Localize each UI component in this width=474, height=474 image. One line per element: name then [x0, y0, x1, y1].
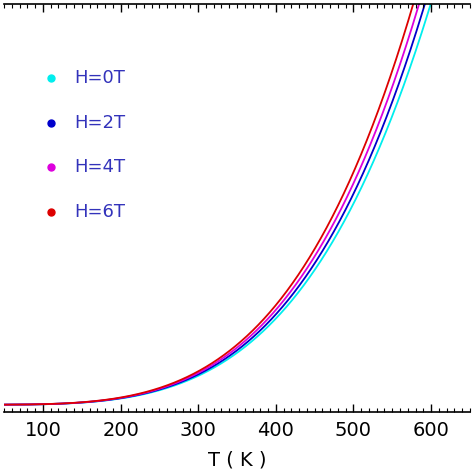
Text: H=2T: H=2T [74, 114, 125, 132]
Text: H=0T: H=0T [74, 69, 125, 87]
Text: H=6T: H=6T [74, 203, 125, 221]
Text: H=4T: H=4T [74, 158, 125, 176]
X-axis label: T ( K ): T ( K ) [208, 451, 266, 470]
